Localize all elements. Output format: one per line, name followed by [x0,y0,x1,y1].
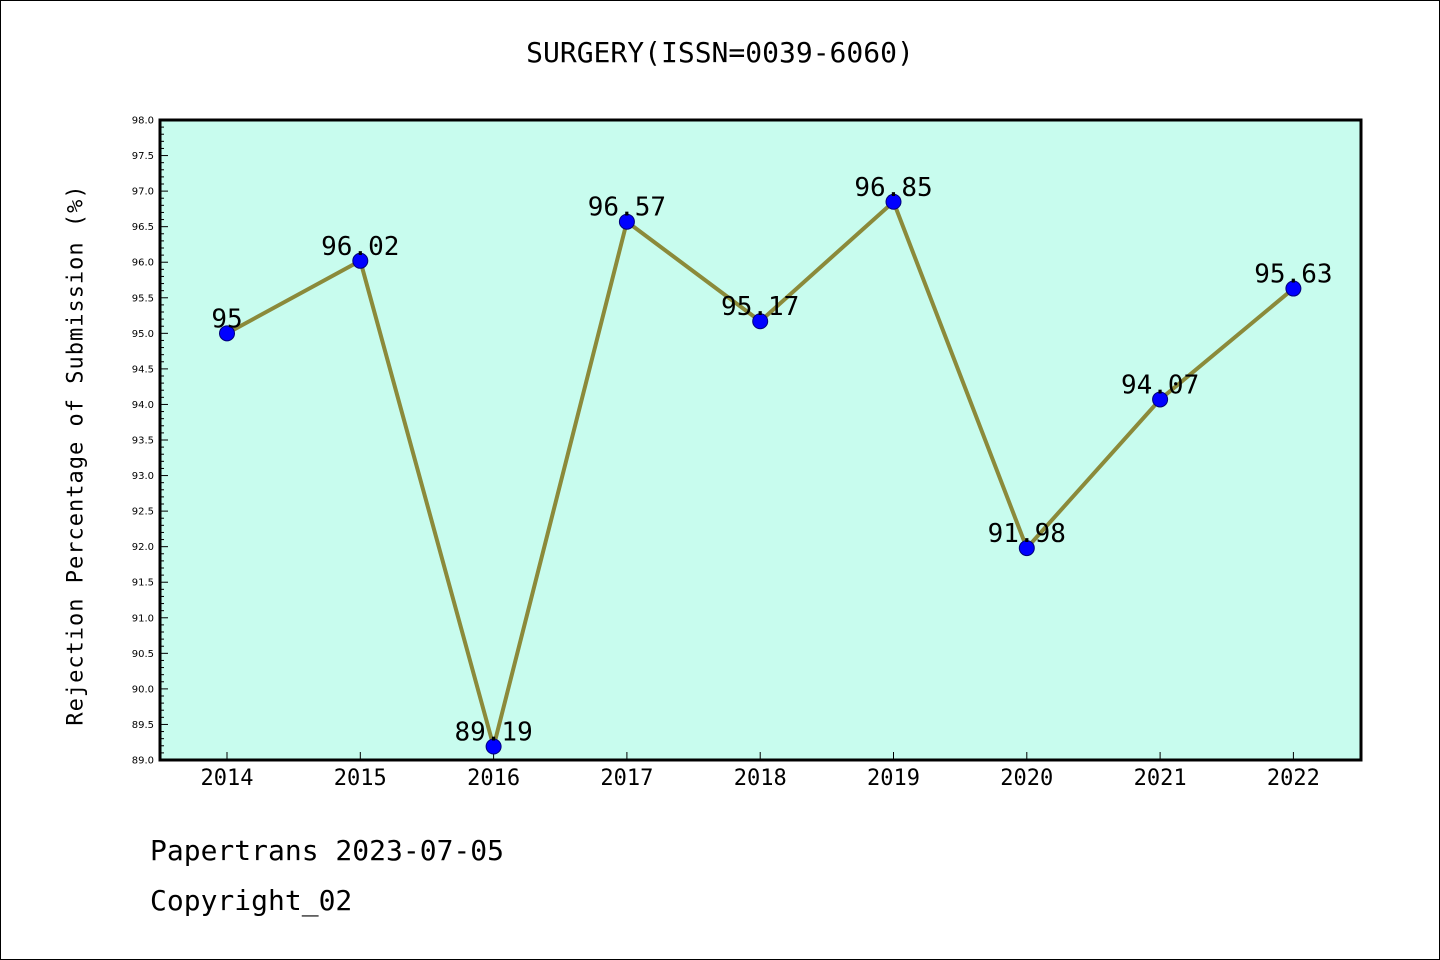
footer-copyright: Copyright_02 [150,884,353,917]
x-tick-label: 2018 [734,766,787,791]
y-tick-label: 92.5 [132,507,154,518]
data-label: 91.98 [988,519,1066,549]
data-point [885,193,902,210]
data-point [1152,391,1169,408]
y-tick-label: 97.5 [132,151,154,162]
x-tick-label: 2017 [600,766,653,791]
y-tick-label: 95.0 [132,329,154,340]
y-tick-label: 89.0 [132,756,154,767]
data-label: 94.07 [1121,370,1199,400]
data-label: 96.57 [588,193,666,223]
y-tick-label: 94.5 [132,364,154,375]
data-point [752,313,769,330]
y-tick-label: 96.0 [132,258,154,269]
plot-border [158,118,1363,762]
data-label: 89.19 [454,717,532,747]
x-tick-label: 2020 [1000,766,1053,791]
data-label: 95.63 [1254,260,1332,290]
data-label: 96.85 [854,173,932,203]
x-tick-label: 2022 [1267,766,1320,791]
y-tick-label: 97.0 [132,187,154,198]
y-tick-label: 90.0 [132,684,154,695]
y-tick-label: 95.5 [132,293,154,304]
y-tick-label: 89.5 [132,720,154,731]
data-point [219,325,235,342]
data-label: 95.17 [721,292,799,322]
x-tick-label: 2015 [334,766,387,791]
y-tick-label: 98.0 [132,116,154,127]
y-tick-label: 90.5 [132,649,154,660]
x-tick-label: 2016 [467,766,520,791]
y-tick-label: 91.0 [132,613,154,624]
y-tick-label: 91.5 [132,578,154,589]
data-point [1285,280,1302,297]
data-label: 95 [211,304,242,334]
data-point [1018,540,1035,557]
data-point [485,738,502,755]
plot-area [160,120,1361,760]
data-point [352,252,369,269]
y-tick-label: 96.5 [132,222,154,233]
y-tick-label: 93.0 [132,471,154,482]
y-tick-label: 93.5 [132,436,154,447]
y-tick-label: 92.0 [132,542,154,553]
x-tick-label: 2021 [1134,766,1187,791]
x-tick-label: 2014 [201,766,254,791]
footer-date: Papertrans 2023-07-05 [150,834,505,867]
data-label: 96.02 [321,232,399,262]
x-tick-label: 2019 [867,766,920,791]
data-point [618,213,635,230]
y-tick-label: 94.0 [132,400,154,411]
chart-title: SURGERY(ISSN=0039-6060) [526,36,914,69]
